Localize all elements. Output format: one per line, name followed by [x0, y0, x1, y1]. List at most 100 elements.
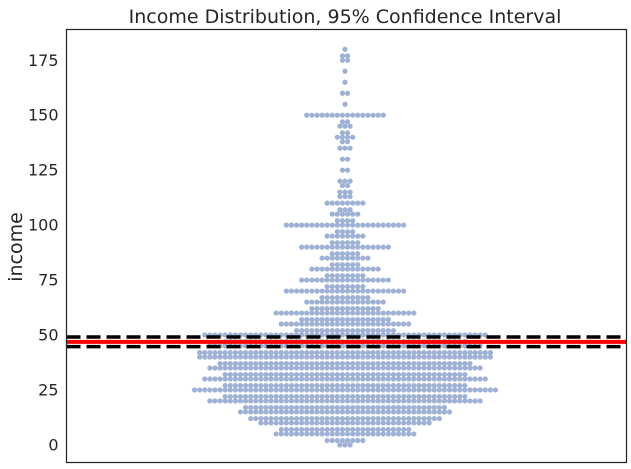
- swarm-point: [309, 266, 315, 272]
- swarm-point: [355, 409, 361, 415]
- swarm-point: [299, 354, 305, 360]
- swarm-point: [421, 332, 427, 338]
- swarm-point: [263, 420, 269, 426]
- swarm-point: [380, 277, 386, 283]
- swarm-point: [324, 295, 330, 301]
- swarm-point: [390, 426, 397, 433]
- swarm-point: [278, 382, 284, 389]
- swarm-point: [416, 350, 422, 356]
- swarm-point: [248, 365, 254, 371]
- swarm-point: [258, 371, 264, 378]
- swarm-point: [339, 332, 346, 338]
- swarm-point: [365, 398, 371, 404]
- swarm-point: [385, 409, 391, 415]
- swarm-point: [342, 79, 348, 85]
- swarm-point: [268, 360, 274, 367]
- swarm-point: [268, 404, 274, 411]
- swarm-point: [278, 365, 284, 371]
- swarm-point: [324, 409, 330, 415]
- swarm-point: [319, 404, 325, 411]
- swarm-point: [426, 420, 432, 426]
- swarm-point: [401, 350, 407, 356]
- swarm-point: [334, 295, 340, 301]
- swarm-point: [293, 398, 300, 404]
- swarm-point: [329, 437, 335, 444]
- y-axis-ticks: 0 25 50 75 100 125 150 175: [28, 51, 59, 455]
- swarm-point: [446, 387, 453, 393]
- swarm-point: [350, 354, 356, 360]
- swarm-point: [370, 393, 376, 400]
- swarm-point: [309, 222, 315, 228]
- swarm-point: [217, 350, 223, 356]
- swarm-point: [380, 420, 386, 426]
- swarm-point: [339, 167, 346, 173]
- swarm-point: [436, 350, 442, 356]
- swarm-point: [232, 376, 238, 382]
- swarm-point: [248, 360, 254, 367]
- swarm-point: [263, 387, 269, 393]
- swarm-point: [360, 328, 366, 334]
- swarm-point: [355, 393, 361, 400]
- swarm-point: [390, 321, 397, 327]
- swarm-point: [401, 398, 407, 404]
- swarm-point: [344, 233, 351, 239]
- swarm-point: [278, 310, 284, 316]
- swarm-point: [350, 310, 356, 316]
- swarm-point: [360, 277, 366, 283]
- swarm-point: [375, 376, 381, 382]
- swarm-point: [431, 387, 437, 393]
- swarm-point: [385, 393, 391, 400]
- swarm-point: [344, 387, 351, 393]
- swarm-point: [329, 277, 335, 283]
- swarm-point: [324, 233, 330, 239]
- swarm-point: [360, 321, 366, 327]
- swarm-point: [334, 426, 340, 433]
- swarm-point: [401, 415, 407, 422]
- swarm-point: [329, 393, 335, 400]
- swarm-point: [283, 310, 289, 316]
- swarm-point: [370, 360, 376, 367]
- swarm-point: [395, 398, 402, 404]
- swarm-point: [355, 288, 361, 294]
- swarm-point: [342, 145, 348, 151]
- swarm-point: [309, 310, 315, 316]
- swarm-point: [334, 437, 340, 444]
- swarm-point: [355, 266, 361, 272]
- swarm-point: [365, 354, 371, 360]
- swarm-point: [314, 354, 320, 360]
- swarm-point: [467, 365, 473, 371]
- swarm-point: [421, 404, 427, 411]
- swarm-point: [237, 376, 244, 382]
- swarm-point: [304, 299, 310, 305]
- swarm-point: [344, 53, 351, 59]
- swarm-point: [258, 365, 264, 371]
- swarm-point: [263, 404, 269, 411]
- swarm-point: [350, 426, 356, 433]
- swarm-point: [436, 398, 442, 404]
- swarm-point: [385, 321, 391, 327]
- swarm-point: [355, 277, 361, 283]
- swarm-point: [457, 376, 463, 382]
- swarm-point: [268, 382, 274, 389]
- swarm-point: [370, 299, 376, 305]
- swarm-point: [390, 371, 397, 378]
- swarm-point: [421, 420, 427, 426]
- swarm-point: [293, 409, 300, 415]
- swarm-point: [406, 426, 412, 433]
- swarm-point: [431, 398, 437, 404]
- swarm-point: [324, 420, 330, 426]
- swarm-point: [360, 343, 366, 349]
- swarm-point: [248, 393, 254, 400]
- swarm-point: [227, 398, 233, 404]
- swarm-point: [319, 321, 325, 327]
- swarm-point: [426, 404, 432, 411]
- swarm-point: [365, 328, 371, 334]
- swarm-point: [299, 371, 305, 378]
- swarm-point: [329, 387, 335, 393]
- swarm-point: [309, 415, 315, 422]
- swarm-point: [324, 266, 330, 272]
- swarm-point: [360, 288, 366, 294]
- swarm-point: [365, 266, 371, 272]
- swarm-point: [339, 182, 346, 189]
- swarm-point: [426, 360, 432, 367]
